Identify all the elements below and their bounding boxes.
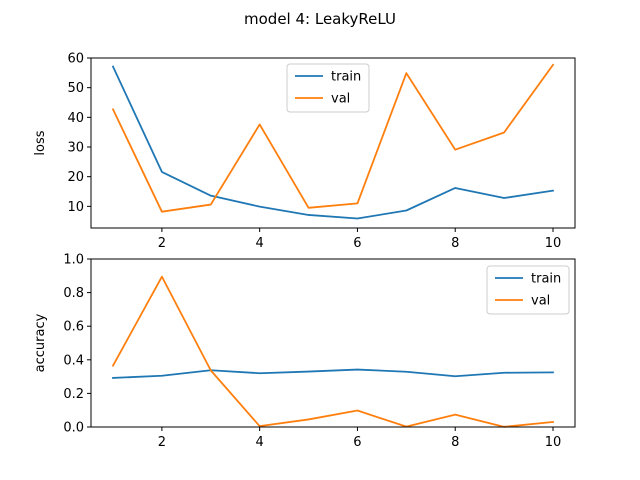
accuracy-y-tick-label: 0.4 — [63, 353, 84, 368]
loss-x-tick-label: 6 — [353, 236, 361, 251]
loss-train-line — [111, 65, 555, 220]
accuracy-train-line — [112, 368, 554, 379]
accuracy-x-tick-label: 10 — [545, 435, 562, 450]
loss-val-line — [111, 63, 555, 213]
accuracy-x-tick-label: 4 — [256, 435, 264, 450]
accuracy-y-tick-label: 1.0 — [63, 253, 84, 268]
loss-y-tick-label: 50 — [67, 81, 84, 96]
accuracy-val-line — [111, 275, 554, 428]
accuracy-panel: 2 4 6 8 10 0.0 0.2 0.4 0.6 0.8 1.0 accuracy train val — [33, 253, 576, 450]
loss-x-tick-label: 8 — [451, 236, 459, 251]
loss-y-axis-label: loss — [33, 130, 48, 155]
loss-x-tick-label: 10 — [545, 236, 562, 251]
accuracy-legend: train val — [486, 265, 570, 315]
accuracy-y-tick-label: 0.8 — [63, 286, 84, 301]
loss-x-tick-label: 2 — [158, 236, 166, 251]
accuracy-axes-frame — [90, 258, 576, 428]
loss-legend: train val — [286, 63, 370, 113]
loss-legend-label-val: val — [331, 92, 350, 107]
loss-y-tick-label: 40 — [67, 111, 84, 126]
accuracy-y-tick-label: 0.0 — [63, 421, 84, 436]
loss-panel: 2 4 6 8 10 10 20 30 40 50 60 loss train val — [33, 52, 576, 251]
accuracy-legend-label-val: val — [531, 294, 550, 309]
accuracy-x-tick-label: 2 — [158, 435, 166, 450]
loss-x-tick-label: 4 — [256, 236, 264, 251]
loss-y-tick-label: 20 — [67, 170, 84, 185]
accuracy-y-tick-label: 0.6 — [63, 320, 84, 335]
accuracy-y-axis-label: accuracy — [33, 313, 48, 372]
accuracy-legend-label-train: train — [531, 272, 561, 287]
accuracy-x-tick-label: 8 — [451, 435, 459, 450]
accuracy-x-tick-label: 6 — [353, 435, 361, 450]
loss-y-tick-label: 60 — [67, 52, 84, 67]
loss-legend-label-train: train — [331, 70, 361, 85]
loss-axes-frame — [90, 57, 576, 229]
loss-y-tick-label: 30 — [67, 141, 84, 156]
loss-y-tick-label: 10 — [67, 200, 84, 215]
accuracy-y-tick-label: 0.2 — [63, 387, 84, 402]
figure-title: model 4: LeakyReLU — [244, 10, 396, 28]
